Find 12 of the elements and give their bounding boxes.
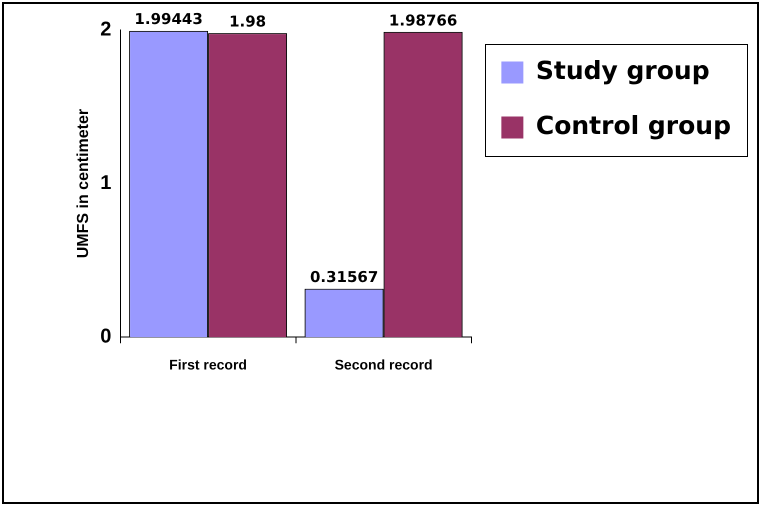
y-tick-label: 0	[100, 326, 112, 348]
data-label: 1.98	[229, 12, 266, 30]
y-axis-title: UMFS in centimeter	[75, 108, 92, 258]
x-tick-label: Second record	[334, 356, 433, 372]
data-label: 1.99443	[134, 10, 203, 28]
legend-label: Control group	[536, 111, 732, 140]
data-label: 0.31567	[310, 268, 378, 286]
y-tick-label: 2	[100, 18, 112, 41]
y-tick-label: 1	[100, 172, 112, 194]
data-label: 1.98766	[388, 11, 458, 30]
x-tick-label: First record	[169, 356, 247, 372]
legend-label: Study group	[536, 56, 710, 85]
